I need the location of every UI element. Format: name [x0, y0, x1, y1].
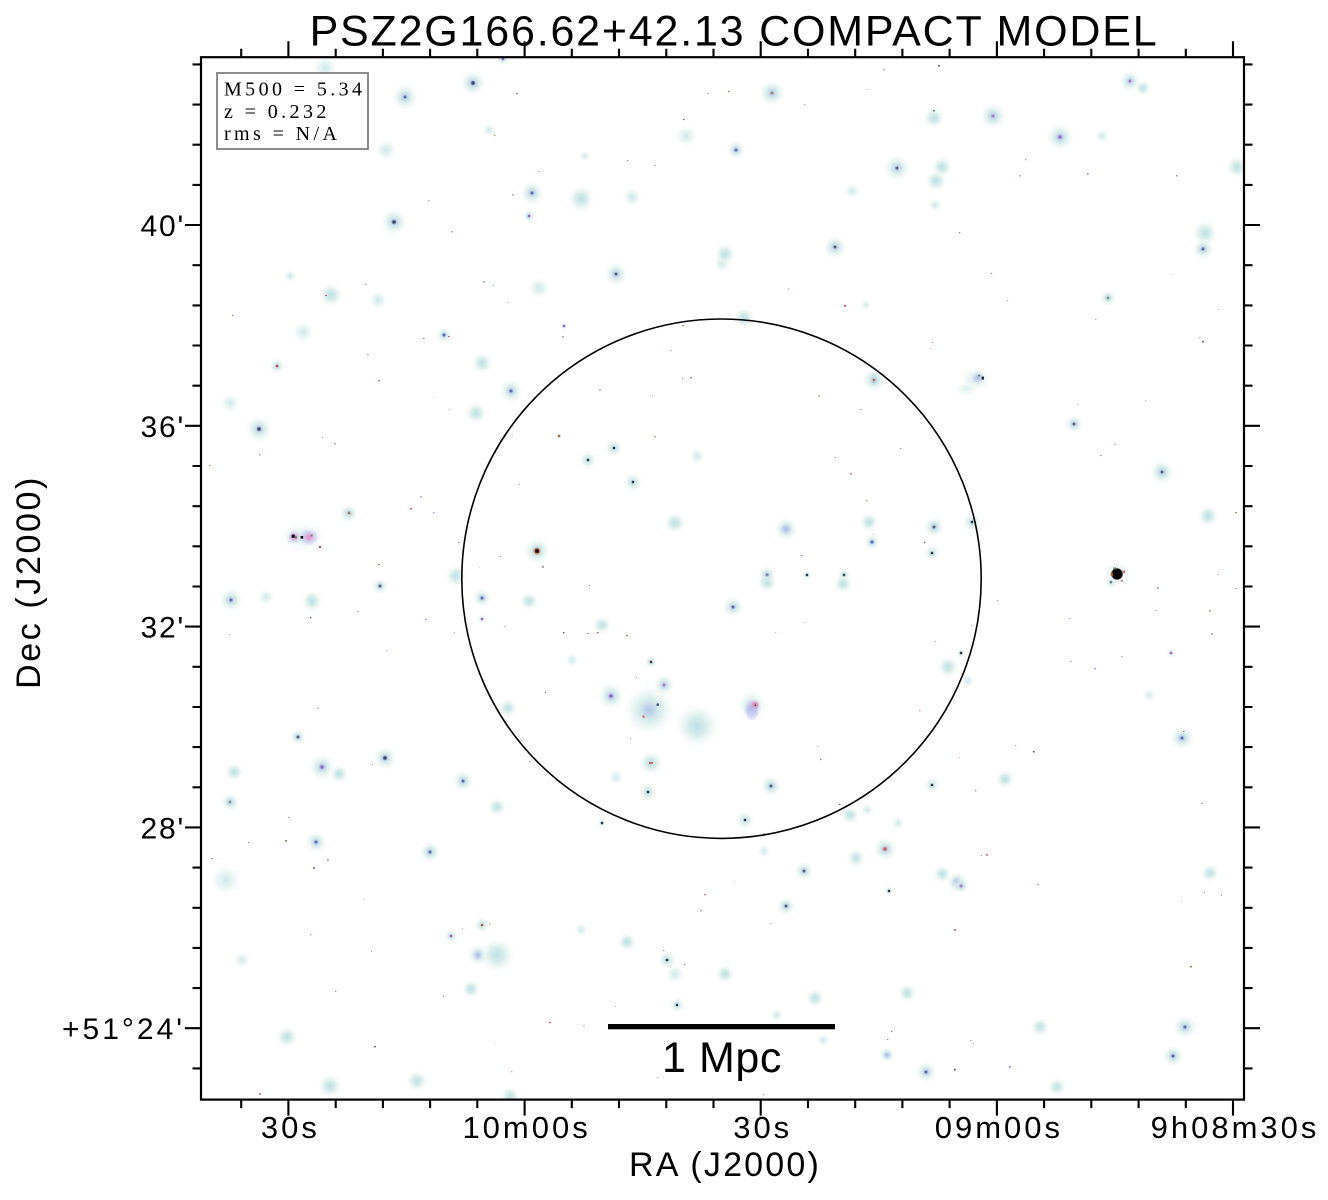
svg-text:+51°24': +51°24' [62, 1013, 185, 1046]
svg-text:30s: 30s [261, 1110, 320, 1145]
svg-text:Dec (J2000): Dec (J2000) [10, 475, 48, 689]
svg-text:z = 0.232: z = 0.232 [224, 101, 330, 123]
svg-text:RA (J2000): RA (J2000) [629, 1146, 821, 1184]
svg-text:09m00s: 09m00s [935, 1110, 1063, 1145]
svg-text:32': 32' [141, 612, 186, 645]
svg-text:28': 28' [141, 812, 186, 845]
svg-text:30s: 30s [733, 1110, 792, 1145]
svg-text:rms = N/A: rms = N/A [224, 123, 340, 145]
svg-text:1 Mpc: 1 Mpc [662, 1034, 782, 1082]
svg-text:PSZ2G166.62+42.13 COMPACT MODE: PSZ2G166.62+42.13 COMPACT MODEL [310, 8, 1159, 56]
svg-text:36': 36' [141, 411, 186, 444]
svg-text:40': 40' [141, 210, 186, 243]
svg-text:10m00s: 10m00s [462, 1110, 590, 1145]
svg-text:M500 = 5.34: M500 = 5.34 [224, 79, 365, 101]
svg-text:9h08m30s: 9h08m30s [1151, 1110, 1320, 1145]
